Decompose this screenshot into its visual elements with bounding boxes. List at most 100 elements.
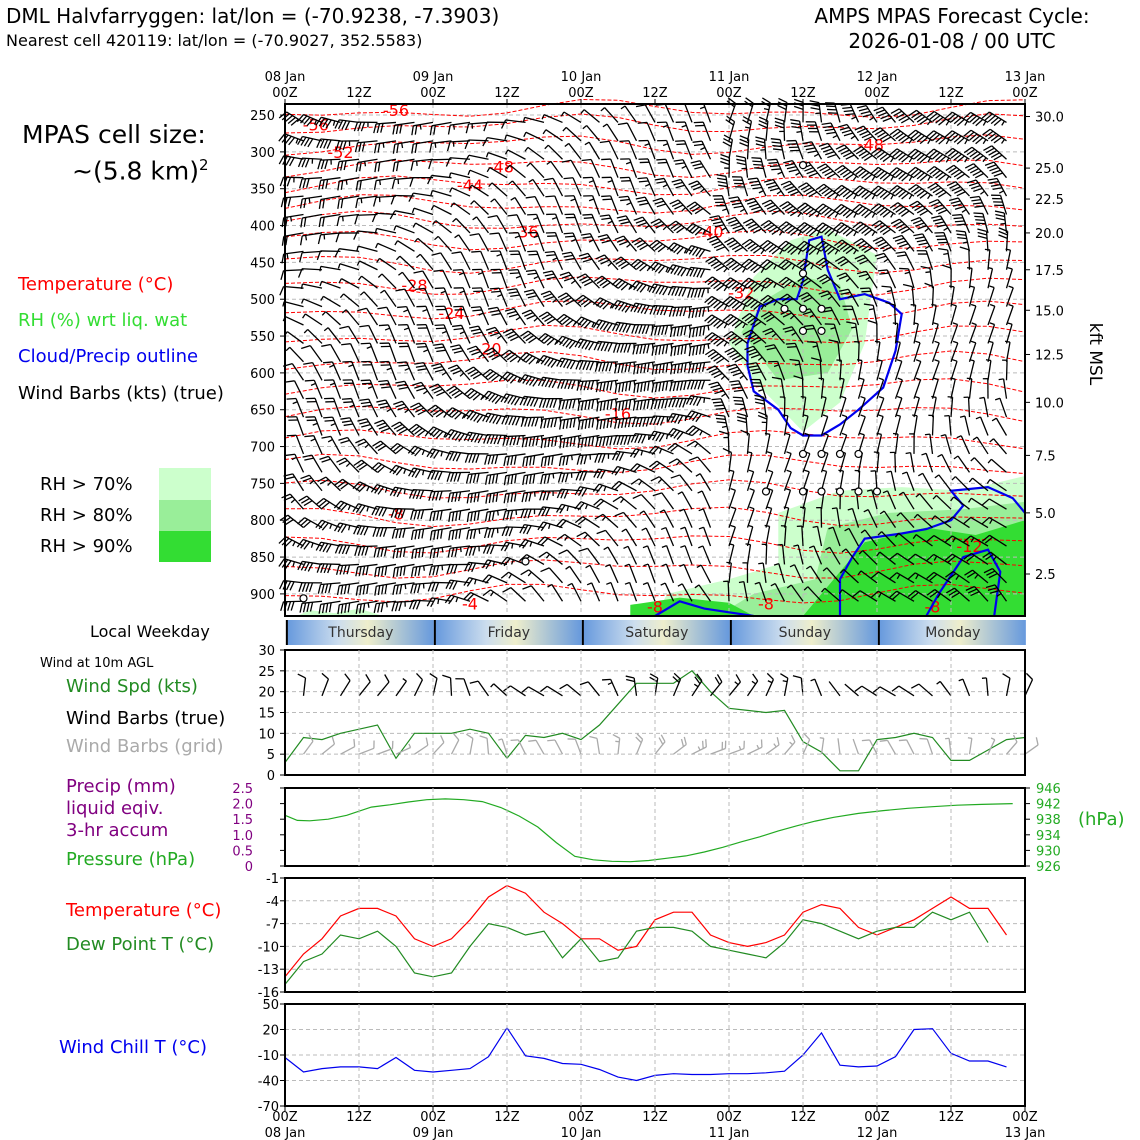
rh-80-swatch (159, 500, 211, 531)
wind-barb-half-flag (319, 281, 323, 287)
wind-barb-half-flag (327, 481, 332, 486)
wind-barb-shaft (640, 494, 656, 510)
wind-barb-flag (429, 511, 433, 522)
wind-barb (696, 564, 712, 584)
wind-barb (728, 469, 735, 491)
wind-barb-flag (836, 186, 845, 194)
wind-barb-shaft (931, 397, 937, 418)
wind-barb-flag (547, 473, 551, 484)
wind-barb-half-flag (758, 389, 764, 392)
wind-barb-shaft (425, 306, 434, 326)
wind-barb-half-flag (606, 581, 612, 585)
pressure-legend: Pressure (hPa) (66, 849, 196, 870)
wind-barb (488, 306, 508, 326)
wind-barb (286, 434, 305, 455)
wind-barb-flag (563, 359, 569, 369)
wind-barb-flag (436, 349, 446, 353)
wind-barb-flag (580, 400, 584, 411)
wind-barb (949, 285, 955, 307)
wind-barb-flag (302, 178, 307, 189)
wind-barb-flag (604, 342, 610, 352)
wind-barb (637, 177, 656, 197)
wind-barb-shaft (587, 547, 601, 565)
wind-barb-shaft (286, 331, 304, 344)
wind-barb-shaft (627, 546, 638, 565)
wind-barb-flag (695, 308, 699, 318)
wind-barb-flag (458, 433, 465, 442)
wind-barb (831, 507, 841, 528)
wind-barb-half-flag (805, 565, 811, 570)
wind-barb-flag (661, 381, 665, 392)
wind-barb-half-flag (908, 194, 913, 200)
wind-barb (852, 166, 878, 181)
wind-barb-flag (341, 120, 347, 130)
wind-barb (485, 151, 508, 160)
rh-90-label: RH > 90% (40, 536, 133, 557)
wind-barb (778, 276, 804, 289)
wind-barb-flag (877, 241, 887, 247)
wind-barb-shaft (913, 342, 921, 363)
wind-barb (355, 438, 378, 455)
wind-barb-half-flag (605, 563, 611, 568)
wind-barb-flag (677, 415, 684, 425)
wind-barb-half-flag (890, 176, 894, 182)
wind-barb-shaft (783, 434, 791, 455)
wind-barb-flag (864, 192, 873, 200)
wind-barb-flag (556, 357, 562, 367)
wind-barb (305, 416, 323, 436)
wind-barb (468, 184, 489, 197)
wind-barb-half-flag (565, 565, 571, 570)
wind-barb (786, 139, 804, 160)
wind-barb-flag (692, 140, 703, 143)
wind-barb-flag (427, 404, 436, 412)
wind-barb-flag (815, 222, 824, 230)
wind-barb-flag (576, 531, 586, 538)
wind-barb-flag (638, 180, 649, 183)
wind-barb (648, 239, 674, 253)
wind-barb-flag (928, 198, 938, 204)
wind-barb (670, 342, 693, 357)
wind-barb-flag (374, 419, 384, 425)
wind-barb-flag (882, 228, 892, 236)
wind-barb-flag (692, 346, 695, 356)
wind-barb-shaft (363, 291, 378, 308)
wind-barb-flag (599, 300, 607, 309)
wind-barb-half-flag (510, 559, 514, 565)
wind-barb-flag (845, 192, 854, 200)
wind-barb-flag (670, 346, 673, 357)
wind-barb-flag (843, 151, 853, 158)
wind-barb (940, 434, 952, 455)
wind-barb-flag (669, 199, 679, 205)
wind-barb (913, 395, 920, 418)
wind-barb (921, 452, 934, 473)
wind-barb-flag (654, 264, 662, 273)
wind-barb-flag (448, 530, 451, 541)
wind-barb-flag (340, 417, 350, 420)
wind-barb-flag (608, 361, 613, 372)
wind-barb-flag (890, 218, 900, 225)
wind-barb-flag (917, 224, 927, 230)
wind-barb-flag (907, 148, 916, 157)
wind-barb (895, 251, 915, 271)
wind-barb-flag (771, 141, 782, 144)
wind-barb-flag (876, 170, 885, 178)
wind-barb (432, 220, 452, 234)
wind-barb (951, 476, 970, 492)
wind-barb-half-flag (816, 249, 820, 255)
wind-barb-half-flag (982, 120, 987, 126)
wind-barb (524, 146, 545, 160)
wind-barb-flag (491, 454, 495, 465)
wind-barb-flag (587, 399, 591, 410)
wind-barb (446, 140, 471, 152)
wind-barb-flag (605, 362, 610, 372)
wind-barb-shaft (498, 232, 508, 252)
wind-barb (977, 228, 989, 252)
wind-barb (932, 494, 952, 510)
wind-barb-shaft (413, 158, 434, 163)
wind-barb-shaft (491, 182, 508, 197)
wind-barb-flag (790, 229, 799, 236)
wind-barb-shaft (968, 305, 977, 326)
temperature-contour-label: -56 (383, 101, 409, 120)
wind-barb-flag (505, 330, 515, 337)
wind-barb (407, 445, 434, 457)
